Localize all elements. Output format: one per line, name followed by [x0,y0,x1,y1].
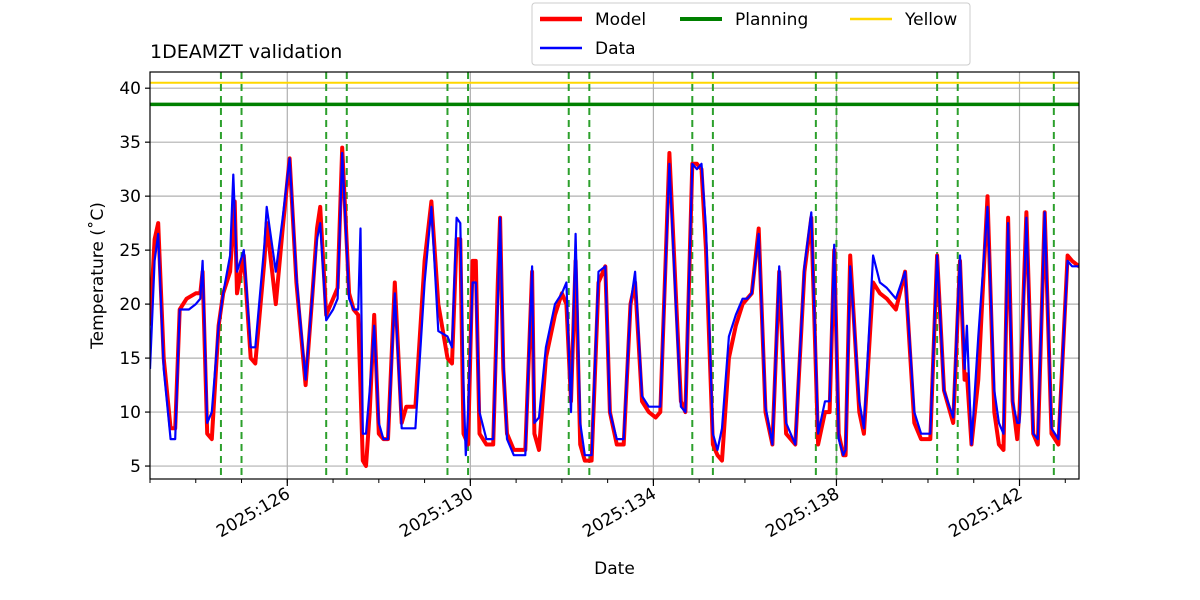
y-tick-label: 5 [130,457,141,477]
x-tick-label: 2025:134 [579,484,660,542]
y-tick-label: 15 [119,349,141,369]
plot-frame [149,71,1080,480]
x-tick-label: 2025:130 [396,484,477,542]
y-tick-label: 20 [119,295,141,315]
vertical-markers [219,72,1055,479]
y-tick-label: 25 [119,241,141,261]
limit-lines [150,81,1079,107]
x-axis-label: Date [594,559,635,579]
x-tick-label: 2025:142 [945,484,1026,542]
y-tick-label: 40 [119,79,141,99]
x-tick-label: 2025:138 [762,484,843,542]
chart-title: 1DEAMZT validation [150,41,342,63]
legend-label-data: Data [595,39,636,59]
y-tick-label: 10 [119,403,141,423]
y-tick-label: 35 [119,133,141,153]
series-lines [150,145,1079,468]
series-line-data [150,151,1079,457]
legend-label-model: Model [595,10,646,30]
legend: Model Data Planning Yellow [531,2,971,66]
x-tick-label: 2025:126 [213,484,294,542]
legend-label-planning: Planning [735,10,808,30]
y-axis-label: Temperature (˚C) [87,202,108,350]
legend-label-yellow: Yellow [904,10,957,30]
y-tick-label: 30 [119,187,141,207]
